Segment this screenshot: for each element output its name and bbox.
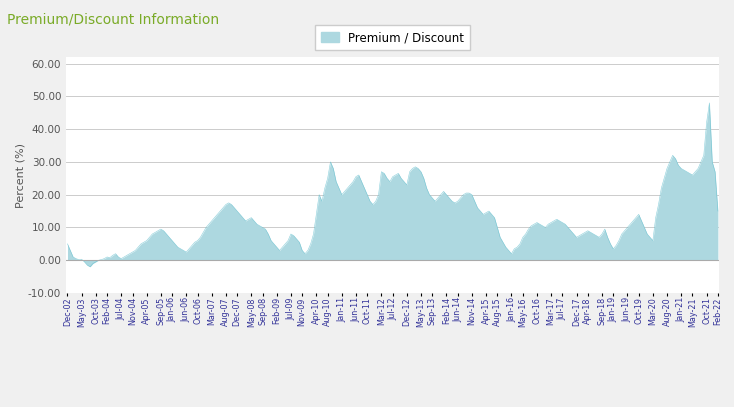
Text: Premium/Discount Information: Premium/Discount Information [7, 12, 219, 26]
Y-axis label: Percent (%): Percent (%) [15, 142, 25, 208]
Legend: Premium / Discount: Premium / Discount [315, 25, 470, 50]
